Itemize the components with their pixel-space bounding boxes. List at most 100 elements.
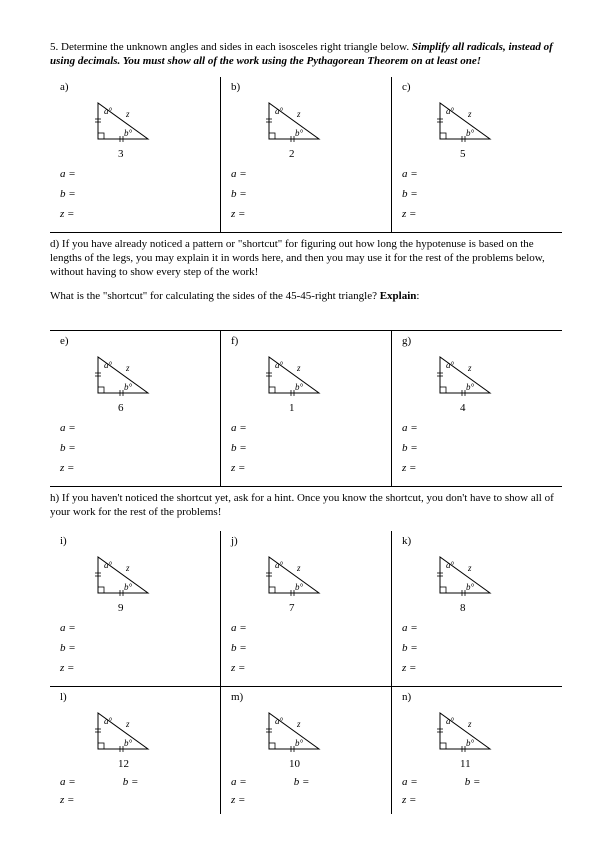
problem-label: i) [60, 535, 214, 547]
answer-b: b = [402, 642, 556, 654]
answer-b: b = [231, 442, 385, 454]
svg-text:z: z [125, 363, 130, 373]
triangle-diagram: a° z b° [261, 351, 331, 399]
answer-z: z = [402, 208, 556, 220]
answer-b: b = [231, 642, 385, 654]
problem-label: g) [402, 335, 556, 347]
problem-cell: f) a° z b° 1 a = b = z = [220, 331, 391, 486]
base-value: 7 [289, 602, 385, 614]
triangle-diagram: a° z b° [90, 97, 160, 145]
base-value: 2 [289, 148, 385, 160]
problem-cell: b) a° z b° 2 a = b = z = [220, 77, 391, 232]
base-value: 3 [118, 148, 214, 160]
answer-a: a = [402, 622, 556, 634]
problem-cell: m) a° z b° 10 a = b = z = [220, 687, 391, 814]
problem-cell: l) a° z b° 12 a = b = z = [50, 687, 220, 814]
answer-z: z = [60, 208, 214, 220]
answer-block: a = b = z = [60, 422, 214, 474]
problem-row: i) a° z b° 9 a = b = z = j) a° z b° 7 a … [50, 531, 562, 686]
triangle-diagram: a° z b° [432, 351, 502, 399]
triangle-diagram: a° z b° [261, 97, 331, 145]
svg-text:z: z [467, 363, 472, 373]
problem-cell: a) a° z b° 3 a = b = z = [50, 77, 220, 232]
svg-text:z: z [125, 563, 130, 573]
answer-block: a = b = z = [402, 622, 556, 674]
answer-a: a = [60, 168, 214, 180]
svg-text:a°: a° [104, 106, 113, 116]
problem-row: l) a° z b° 12 a = b = z = m) a° z b° 10 … [50, 686, 562, 814]
triangle-diagram: a° z b° [432, 707, 502, 755]
answer-a: a = [60, 422, 214, 434]
svg-text:b°: b° [466, 128, 475, 138]
base-value: 6 [118, 402, 214, 414]
problem-label: k) [402, 535, 556, 547]
base-value: 11 [460, 758, 556, 770]
answer-b: b = [60, 188, 214, 200]
svg-text:a°: a° [446, 716, 455, 726]
svg-text:b°: b° [466, 738, 475, 748]
svg-text:z: z [296, 719, 301, 729]
answer-z: z = [231, 662, 385, 674]
svg-text:b°: b° [124, 128, 133, 138]
answer-block: a = b = z = [60, 622, 214, 674]
svg-text:a°: a° [104, 716, 113, 726]
answer-line-ab: a = b = [402, 776, 556, 788]
svg-text:b°: b° [295, 738, 304, 748]
answer-a: a = [402, 422, 556, 434]
note-label: d) [50, 238, 59, 250]
answer-z: z = [231, 462, 385, 474]
problem-label: j) [231, 535, 385, 547]
triangle-diagram: a° z b° [90, 551, 160, 599]
svg-text:b°: b° [295, 128, 304, 138]
problem-label: e) [60, 335, 214, 347]
answer-b: b = [231, 188, 385, 200]
answer-a: a = [60, 622, 214, 634]
answer-block: a = b = z = [231, 622, 385, 674]
svg-text:z: z [296, 109, 301, 119]
note-label: h) [50, 492, 59, 504]
svg-text:a°: a° [275, 360, 284, 370]
base-value: 12 [118, 758, 214, 770]
triangle-diagram: a° z b° [432, 551, 502, 599]
svg-text:b°: b° [124, 738, 133, 748]
base-value: 1 [289, 402, 385, 414]
answer-block: a = b = z = [231, 168, 385, 220]
answer-b: b = [60, 442, 214, 454]
svg-text:b°: b° [295, 382, 304, 392]
base-value: 9 [118, 602, 214, 614]
answer-b: b = [60, 642, 214, 654]
answer-b: b = [402, 188, 556, 200]
answer-z: z = [60, 662, 214, 674]
answer-block: a = b = z = [60, 168, 214, 220]
svg-text:b°: b° [466, 382, 475, 392]
base-value: 8 [460, 602, 556, 614]
problem-cell: i) a° z b° 9 a = b = z = [50, 531, 220, 686]
question-number: 5. [50, 41, 58, 53]
answer-block: a = b = z = [402, 422, 556, 474]
answer-b: b = [402, 442, 556, 454]
svg-text:z: z [467, 563, 472, 573]
problem-label: a) [60, 81, 214, 93]
base-value: 10 [289, 758, 385, 770]
question-text: 5. Determine the unknown angles and side… [50, 40, 562, 69]
answer-block: a = b = z = [402, 168, 556, 220]
svg-text:z: z [125, 719, 130, 729]
problem-cell: c) a° z b° 5 a = b = z = [391, 77, 562, 232]
answer-z: z = [60, 462, 214, 474]
triangle-diagram: a° z b° [261, 551, 331, 599]
triangle-diagram: a° z b° [261, 707, 331, 755]
answer-line-z: z = [402, 794, 556, 806]
problem-row: e) a° z b° 6 a = b = z = f) a° z b° 1 a … [50, 330, 562, 486]
svg-text:b°: b° [295, 582, 304, 592]
answer-line-z: z = [231, 794, 385, 806]
triangle-diagram: a° z b° [90, 351, 160, 399]
answer-a: a = [402, 168, 556, 180]
problem-row: a) a° z b° 3 a = b = z = b) a° z b° 2 a … [50, 77, 562, 232]
problem-cell: j) a° z b° 7 a = b = z = [220, 531, 391, 686]
problem-cell: g) a° z b° 4 a = b = z = [391, 331, 562, 486]
problem-label: n) [402, 691, 556, 703]
answer-line-ab: a = b = [231, 776, 385, 788]
base-value: 4 [460, 402, 556, 414]
svg-text:a°: a° [275, 106, 284, 116]
triangle-diagram: a° z b° [90, 707, 160, 755]
